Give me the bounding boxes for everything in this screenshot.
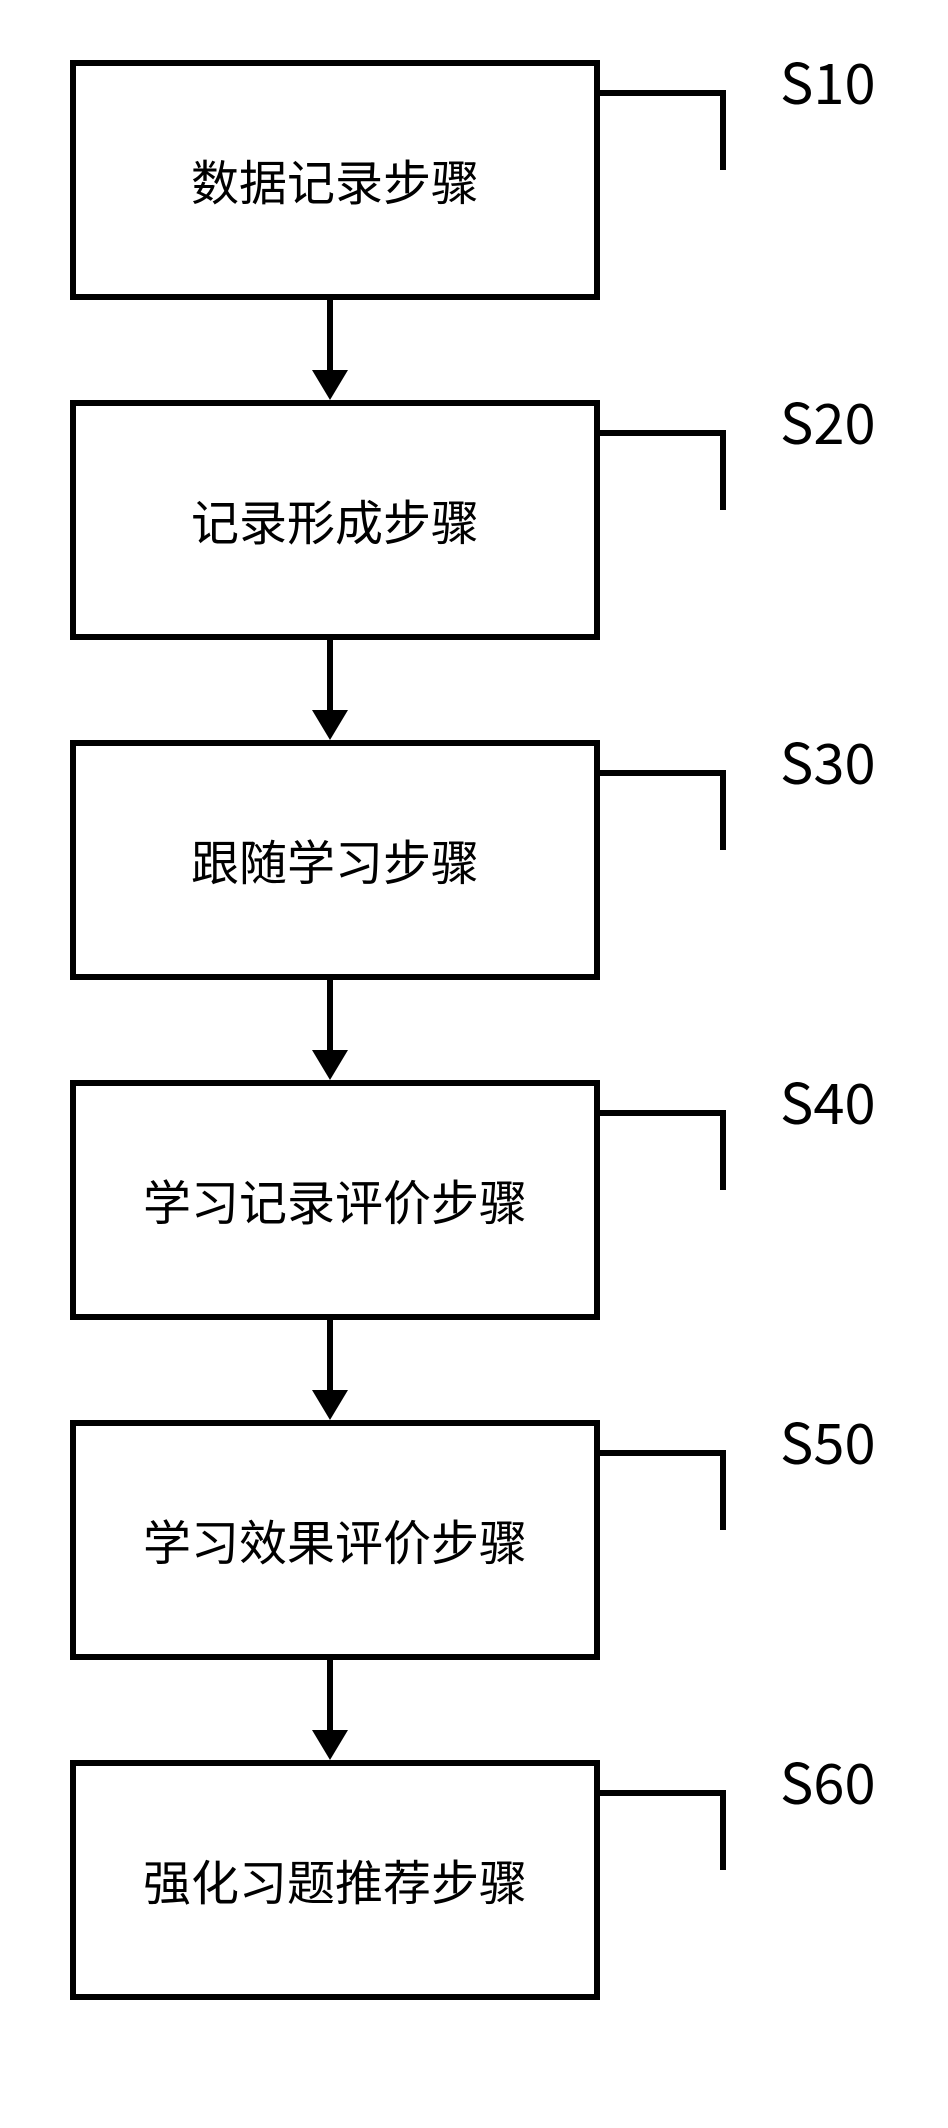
flow-node-s50: 学习效果评价步骤	[70, 1420, 600, 1660]
label-connector-h	[598, 770, 726, 776]
step-label-s30: S30	[780, 720, 876, 801]
arrow-line	[327, 980, 333, 1050]
flow-node-text: 记录形成步骤	[191, 491, 479, 549]
step-label-s10: S10	[780, 40, 876, 121]
flow-node-text: 数据记录步骤	[191, 151, 479, 209]
label-connector-v	[720, 1790, 726, 1870]
label-connector-v	[720, 1450, 726, 1530]
arrow-line	[327, 640, 333, 710]
arrow-line	[327, 1660, 333, 1730]
label-connector-h	[598, 1790, 726, 1796]
flow-node-s30: 跟随学习步骤	[70, 740, 600, 980]
arrow-head-icon	[312, 710, 348, 740]
arrow-head-icon	[312, 1390, 348, 1420]
label-connector-v	[720, 430, 726, 510]
flow-node-text: 学习效果评价步骤	[143, 1511, 527, 1569]
arrow-head-icon	[312, 1050, 348, 1080]
flow-node-s20: 记录形成步骤	[70, 400, 600, 640]
label-connector-v	[720, 1110, 726, 1190]
label-connector-v	[720, 770, 726, 850]
arrow-line	[327, 300, 333, 370]
step-label-s20: S20	[780, 380, 876, 461]
label-connector-h	[598, 1110, 726, 1116]
arrow-head-icon	[312, 1730, 348, 1760]
flow-node-s40: 学习记录评价步骤	[70, 1080, 600, 1320]
flow-node-text: 学习记录评价步骤	[143, 1171, 527, 1229]
flow-node-text: 强化习题推荐步骤	[143, 1851, 527, 1909]
label-connector-h	[598, 430, 726, 436]
flowchart-canvas: 数据记录步骤 S10 记录形成步骤 S20 跟随学习步骤 S30 学习记录评价步骤 S40 学习…	[0, 0, 948, 2128]
label-connector-v	[720, 90, 726, 170]
flow-node-s60: 强化习题推荐步骤	[70, 1760, 600, 2000]
step-label-s40: S40	[780, 1060, 876, 1141]
arrow-line	[327, 1320, 333, 1390]
flow-node-text: 跟随学习步骤	[191, 831, 479, 889]
label-connector-h	[598, 1450, 726, 1456]
step-label-s60: S60	[780, 1740, 876, 1821]
flow-node-s10: 数据记录步骤	[70, 60, 600, 300]
label-connector-h	[598, 90, 726, 96]
arrow-head-icon	[312, 370, 348, 400]
step-label-s50: S50	[780, 1400, 876, 1481]
